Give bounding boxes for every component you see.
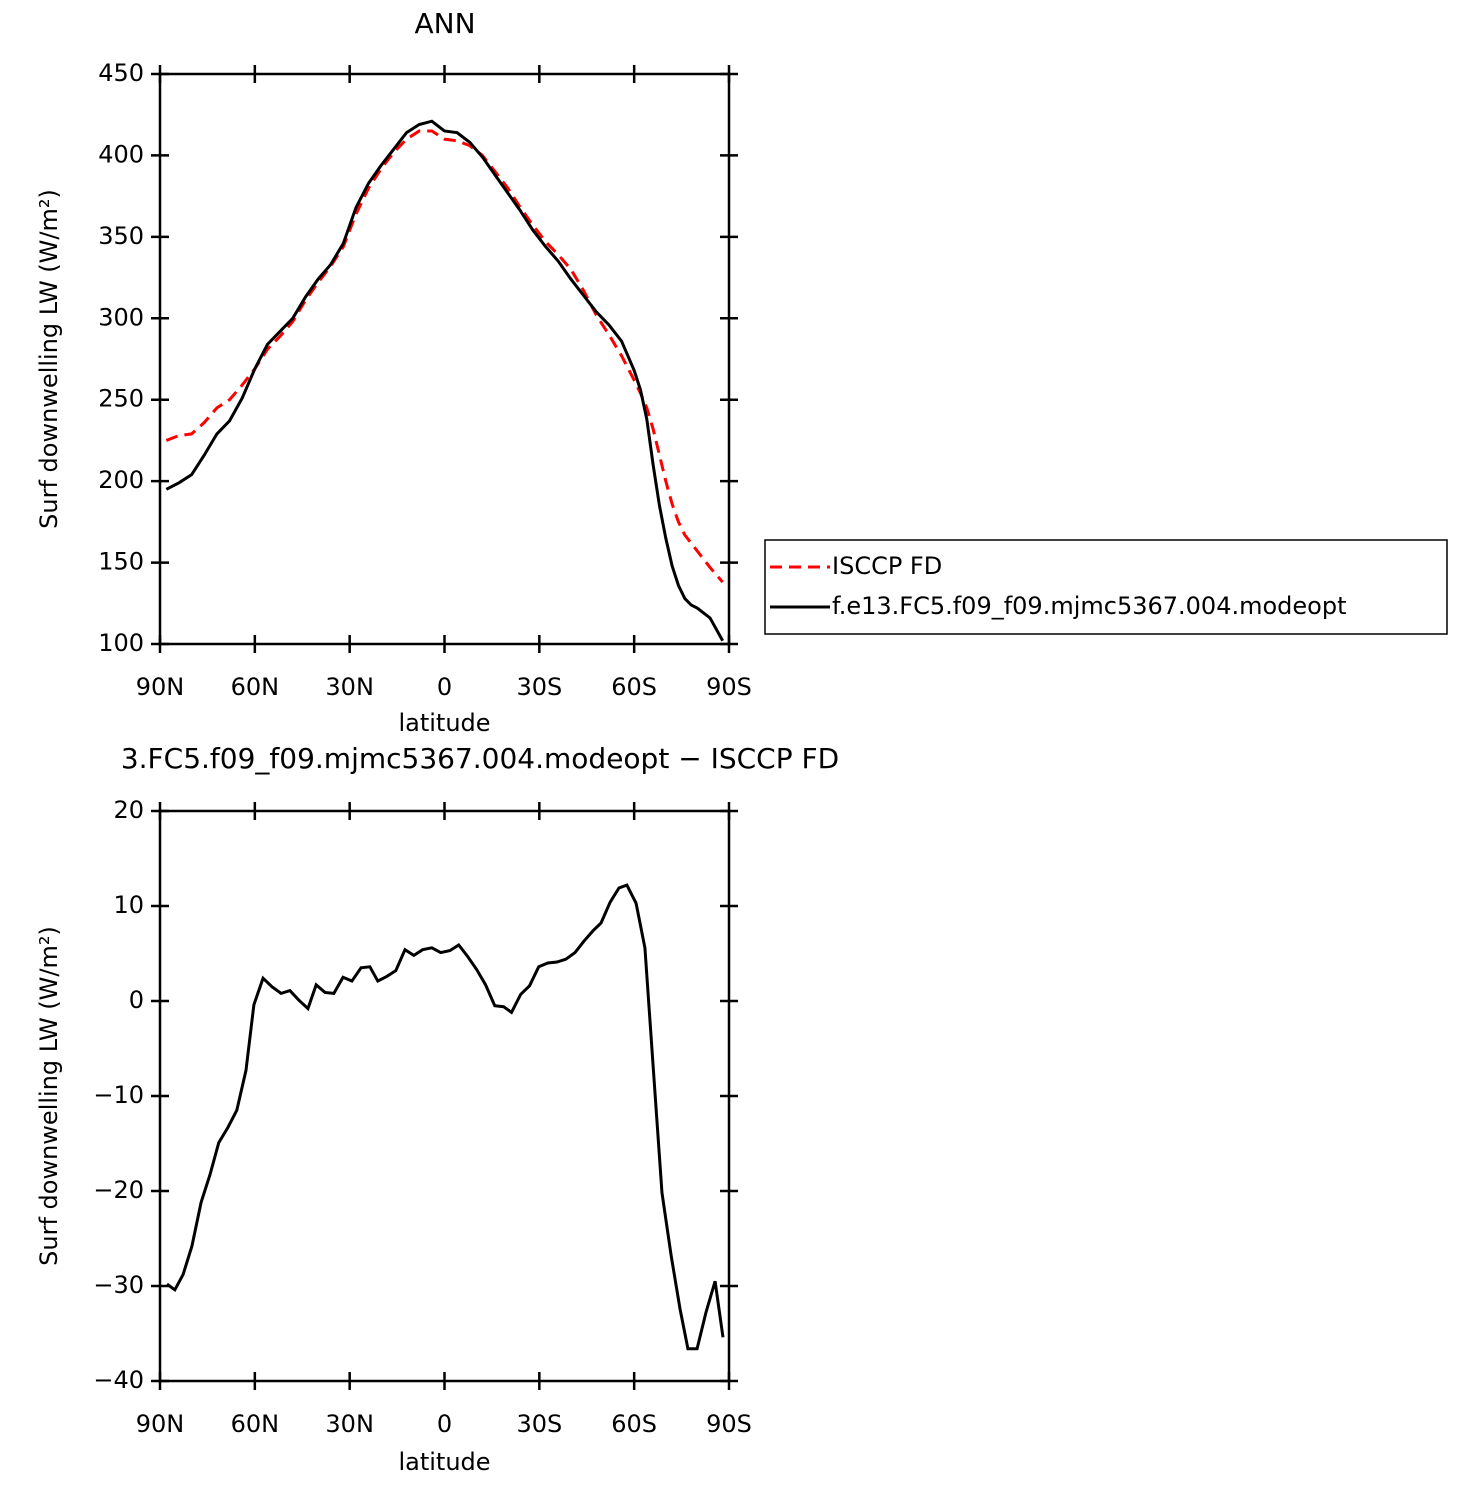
legend-box xyxy=(764,539,1448,635)
plot-frame xyxy=(158,72,731,646)
x-tick-label: 90N xyxy=(136,673,185,701)
x-tick-label: 30S xyxy=(516,673,562,701)
y-tick-label: −40 xyxy=(93,1366,144,1394)
chart-title: 3.FC5.f09_f09.mjmc5367.004.modeopt − ISC… xyxy=(121,742,839,775)
data-line xyxy=(166,883,725,1351)
y-tick-label: 0 xyxy=(129,986,144,1014)
y-tick-label: 100 xyxy=(98,629,144,657)
chart-title: ANN xyxy=(414,7,475,40)
y-axis-label: Surf downwelling LW (W/m²) xyxy=(35,926,63,1266)
x-tick-label: 60N xyxy=(231,1410,280,1438)
x-tick-label: 30N xyxy=(325,1410,374,1438)
y-tick-label: −10 xyxy=(93,1081,144,1109)
x-tick-label: 90S xyxy=(706,673,752,701)
x-tick-label: 30N xyxy=(325,673,374,701)
x-axis-label: latitude xyxy=(398,709,490,737)
data-line xyxy=(165,129,724,584)
y-tick-label: 300 xyxy=(98,303,144,331)
y-tick-label: 150 xyxy=(98,548,144,576)
plot-frame xyxy=(158,809,731,1383)
y-tick-label: 250 xyxy=(98,385,144,413)
x-axis-label: latitude xyxy=(398,1448,490,1476)
y-tick-label: 20 xyxy=(113,796,144,824)
legend-label: f.e13.FC5.f09_f09.mjmc5367.004.modeopt xyxy=(832,592,1347,620)
y-tick-label: 450 xyxy=(98,59,144,87)
x-tick-label: 60S xyxy=(611,673,657,701)
legend-label: ISCCP FD xyxy=(832,552,942,580)
x-tick-label: 60N xyxy=(231,673,280,701)
y-tick-label: −20 xyxy=(93,1176,144,1204)
x-tick-label: 30S xyxy=(516,1410,562,1438)
y-axis-label: Surf downwelling LW (W/m²) xyxy=(35,189,63,529)
y-tick-label: 200 xyxy=(98,466,144,494)
x-tick-label: 90N xyxy=(136,1410,185,1438)
y-tick-label: −30 xyxy=(93,1271,144,1299)
x-tick-label: 0 xyxy=(437,673,452,701)
x-tick-label: 60S xyxy=(611,1410,657,1438)
x-tick-label: 90S xyxy=(706,1410,752,1438)
data-line xyxy=(165,119,724,642)
y-tick-label: 10 xyxy=(113,891,144,919)
y-tick-label: 400 xyxy=(98,140,144,168)
y-tick-label: 350 xyxy=(98,222,144,250)
x-tick-label: 0 xyxy=(437,1410,452,1438)
